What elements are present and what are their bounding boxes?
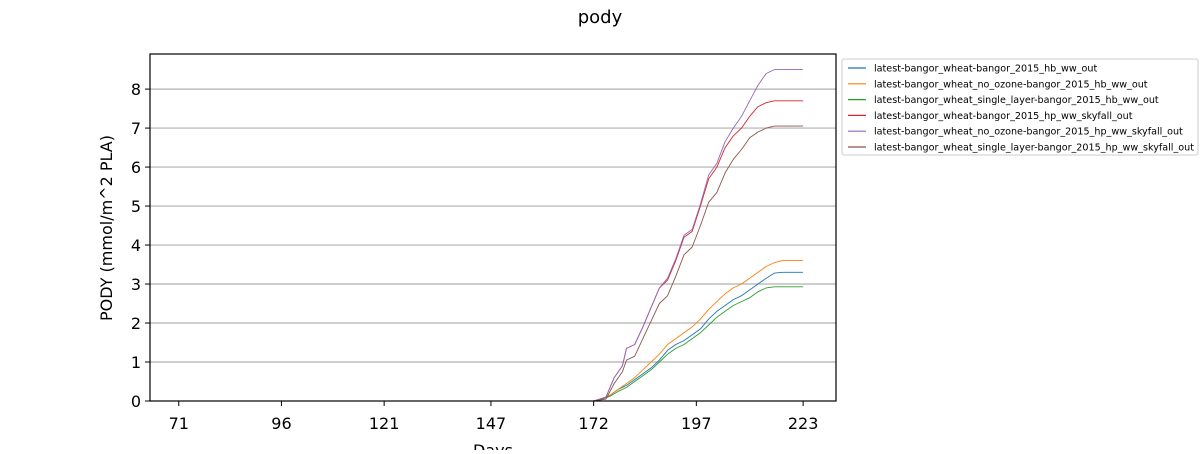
grid-lines — [150, 88, 836, 363]
y-axis: 0 1 2 3 4 5 6 7 8 — [131, 80, 150, 411]
x-axis: 71 96 121 147 172 197 223 — [169, 401, 819, 433]
x-tick-label: 147 — [476, 414, 507, 433]
y-tick-label: 2 — [131, 314, 141, 333]
y-tick-label: 3 — [131, 275, 141, 294]
plot-area-frame — [149, 53, 837, 402]
x-tick-label: 223 — [788, 414, 819, 433]
legend-box — [841, 58, 1199, 156]
y-tick-label: 7 — [131, 119, 141, 138]
x-tick-label: 96 — [271, 414, 291, 433]
y-tick-label: 5 — [131, 197, 141, 216]
x-tick-label: 197 — [681, 414, 712, 433]
series-line-3 — [178, 286, 804, 402]
legend-label: latest-bangor_wheat-bangor_2015_hb_ww_ou… — [874, 64, 1097, 75]
y-axis-label: PODY (mmol/m^2 PLA) — [97, 135, 116, 321]
y-tick-label: 1 — [131, 353, 141, 372]
legend-label: latest-bangor_wheat_single_layer-bangor_… — [874, 143, 1194, 154]
legend-label: latest-bangor_wheat_no_ozone-bangor_2015… — [874, 79, 1148, 90]
x-tick-label: 71 — [169, 414, 189, 433]
series-line-1 — [178, 271, 804, 402]
series-line-4 — [178, 100, 804, 402]
x-tick-label: 121 — [369, 414, 400, 433]
series-line-6 — [178, 125, 804, 402]
legend-label: latest-bangor_wheat_no_ozone-bangor_2015… — [874, 127, 1183, 138]
legend: latest-bangor_wheat-bangor_2015_hb_ww_ou… — [841, 58, 1199, 156]
series-line-5 — [178, 69, 804, 402]
series-lines — [178, 69, 804, 402]
legend-label: latest-bangor_wheat_single_layer-bangor_… — [874, 95, 1159, 106]
y-tick-label: 8 — [131, 80, 141, 99]
y-tick-label: 4 — [131, 236, 141, 255]
y-tick-label: 0 — [131, 392, 141, 411]
x-tick-label: 172 — [578, 414, 609, 433]
legend-label: latest-bangor_wheat-bangor_2015_hp_ww_sk… — [874, 111, 1133, 122]
y-tick-label: 6 — [131, 158, 141, 177]
chart-title: pody — [578, 7, 623, 28]
series-line-2 — [178, 260, 804, 402]
x-axis-label: Days — [473, 441, 513, 450]
